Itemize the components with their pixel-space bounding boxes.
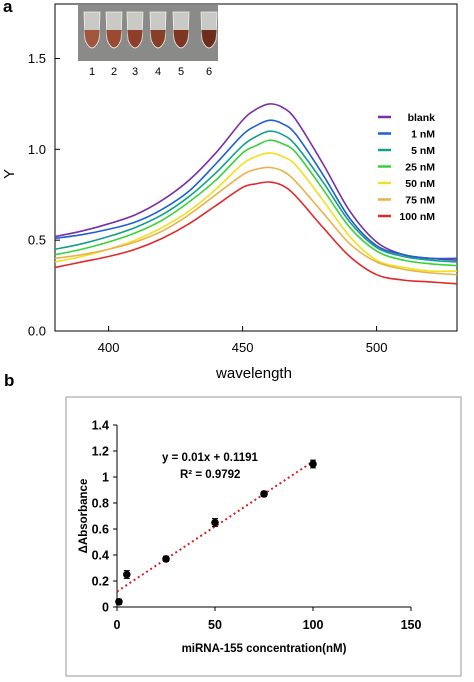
point-marker [211,518,219,527]
tube-6 [200,11,218,49]
legend-label: 75 nM [405,195,435,207]
plot-a-x-axis-label: wavelength [215,365,292,382]
tube-solution [127,30,143,48]
plot-b-x-ticks: 0 50 100 150 [114,607,422,632]
series-line-100-nm [54,181,458,285]
panel-a-label: a [3,0,13,16]
y-tick-label: 1 [102,471,109,485]
plot-a-frame [54,3,458,332]
series-line-25-nm [54,139,458,267]
series-line-50-nm [54,152,458,273]
fit-equation: y = 0.01x + 0.1191 [162,452,259,464]
data-point [211,518,219,527]
tube-photo-background [78,5,218,61]
plot-b-outer-frame [65,396,462,677]
y-tick-label: 1.0 [28,142,46,157]
legend-label: blank [408,112,436,124]
point-marker [162,555,170,563]
data-point [162,555,170,563]
tube-row [83,11,218,49]
legend-item: blank [378,112,435,124]
data-point [115,598,123,606]
plot-b-y-axis-label: ΔAbsorbance [78,479,90,554]
data-point [309,459,317,469]
tube-solution [106,30,122,48]
plot-a-legend: blank 1 nM 5 nM 25 nM 50 nM 75 nM 100 nM [378,112,435,223]
tube-label: 6 [206,66,212,78]
tube-label: 4 [155,66,161,78]
fit-r-squared: R² = 0.9792 [180,469,240,481]
plot-a-y-ticks: 0.0 0.5 1.0 1.5 [28,51,60,339]
x-tick-label: 100 [303,618,324,632]
tube-label: 1 [89,66,95,78]
plot-b-x-axis-label: miRNA-155 concentration(nM) [182,643,347,655]
x-tick-label: 450 [232,340,254,355]
tube-4 [149,11,167,49]
plot-b-points [115,459,317,606]
plot-a-y-axis-label: Y [1,169,18,179]
legend-label: 1 nM [411,129,435,141]
tube-labels: 1 2 3 4 5 6 [89,66,212,78]
y-tick-label: 1.5 [28,51,46,66]
y-tick-label: 0.5 [28,233,46,248]
y-tick-label: 0.0 [28,324,46,339]
plot-a-x-ticks: 400 450 500 [98,326,388,355]
x-tick-label: 50 [208,618,222,632]
y-tick-label: 0.2 [92,575,109,589]
point-marker [309,460,317,468]
y-tick-label: 1.2 [92,445,109,459]
tube-photo [78,5,218,61]
tube-label: 2 [111,66,117,78]
point-marker [123,570,131,579]
legend-label: 50 nM [405,178,435,190]
legend-item: 50 nM [378,178,435,190]
x-tick-label: 400 [98,340,120,355]
tube-solution [173,30,189,48]
tube-label: 3 [132,66,138,78]
tube-solution [201,30,217,48]
data-point [260,490,268,498]
fit-line [116,460,314,593]
legend-item: 100 nM [378,211,435,223]
series-line-1-nm [54,119,458,260]
x-tick-label: 0 [114,618,121,632]
y-tick-label: 0 [102,601,109,615]
plot-a-series [54,103,458,285]
data-point [123,570,131,579]
tube-solution [150,30,166,48]
plot-b-y-ticks: 0 0.2 0.4 0.6 0.8 1 1.2 1.4 [92,419,117,615]
point-marker [115,598,123,606]
legend-label: 5 nM [411,145,435,157]
tube-solution [84,30,100,48]
x-tick-label: 500 [366,340,388,355]
series-line-blank [54,103,458,261]
y-tick-label: 0.4 [92,549,109,563]
tube-label: 5 [178,66,184,78]
x-tick-label: 150 [401,618,422,632]
legend-label: 100 nM [399,211,435,223]
series-line-75-nm [54,166,458,276]
legend-item: 75 nM [378,195,435,207]
y-tick-label: 1.4 [92,419,109,433]
series-line-5-nm [54,130,458,263]
tube-5 [172,11,190,49]
legend-item: 5 nM [378,145,435,157]
point-marker [260,490,268,498]
legend-item: 25 nM [378,162,435,174]
tube-3 [126,11,144,49]
tube-1 [83,11,101,49]
y-tick-label: 0.8 [92,497,109,511]
legend-label: 25 nM [405,162,435,174]
tube-2 [105,11,123,49]
y-tick-label: 0.6 [92,523,109,537]
legend-item: 1 nM [378,129,435,141]
panel-b-label: b [4,371,14,390]
